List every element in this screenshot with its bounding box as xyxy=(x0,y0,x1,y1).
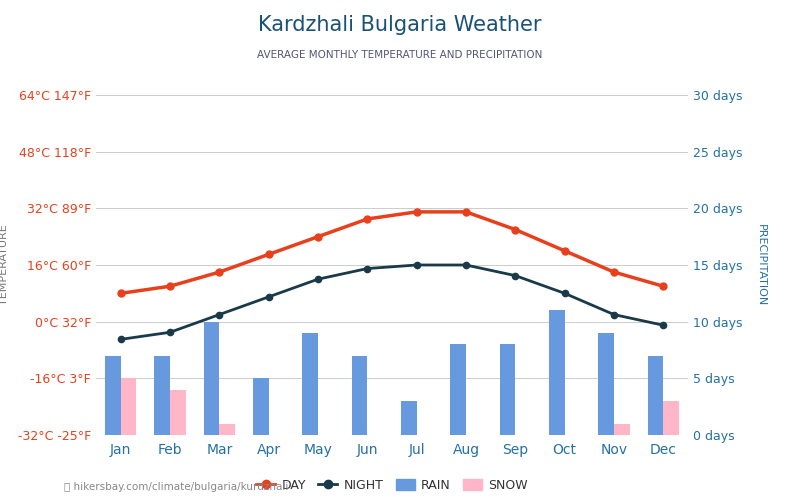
Bar xyxy=(401,401,417,435)
Text: Kardzhali Bulgaria Weather: Kardzhali Bulgaria Weather xyxy=(258,15,542,35)
Bar xyxy=(253,378,269,435)
Text: AVERAGE MONTHLY TEMPERATURE AND PRECIPITATION: AVERAGE MONTHLY TEMPERATURE AND PRECIPIT… xyxy=(258,50,542,60)
Bar xyxy=(154,356,170,435)
Bar xyxy=(203,322,219,435)
Bar xyxy=(549,310,565,435)
Bar xyxy=(219,424,235,435)
Bar xyxy=(450,344,466,435)
Bar xyxy=(121,378,137,435)
Bar xyxy=(598,333,614,435)
Y-axis label: PRECIPITATION: PRECIPITATION xyxy=(756,224,766,306)
Bar xyxy=(105,356,121,435)
Bar xyxy=(499,344,515,435)
Bar xyxy=(647,356,663,435)
Bar xyxy=(614,424,630,435)
Bar xyxy=(351,356,367,435)
Bar xyxy=(302,333,318,435)
Bar xyxy=(170,390,186,435)
Y-axis label: TEMPERATURE: TEMPERATURE xyxy=(0,224,9,306)
Text: 📍 hikersbay.com/climate/bulgaria/kurdzhali: 📍 hikersbay.com/climate/bulgaria/kurdzha… xyxy=(64,482,288,492)
Bar xyxy=(663,401,679,435)
Legend: DAY, NIGHT, RAIN, SNOW: DAY, NIGHT, RAIN, SNOW xyxy=(251,474,533,497)
